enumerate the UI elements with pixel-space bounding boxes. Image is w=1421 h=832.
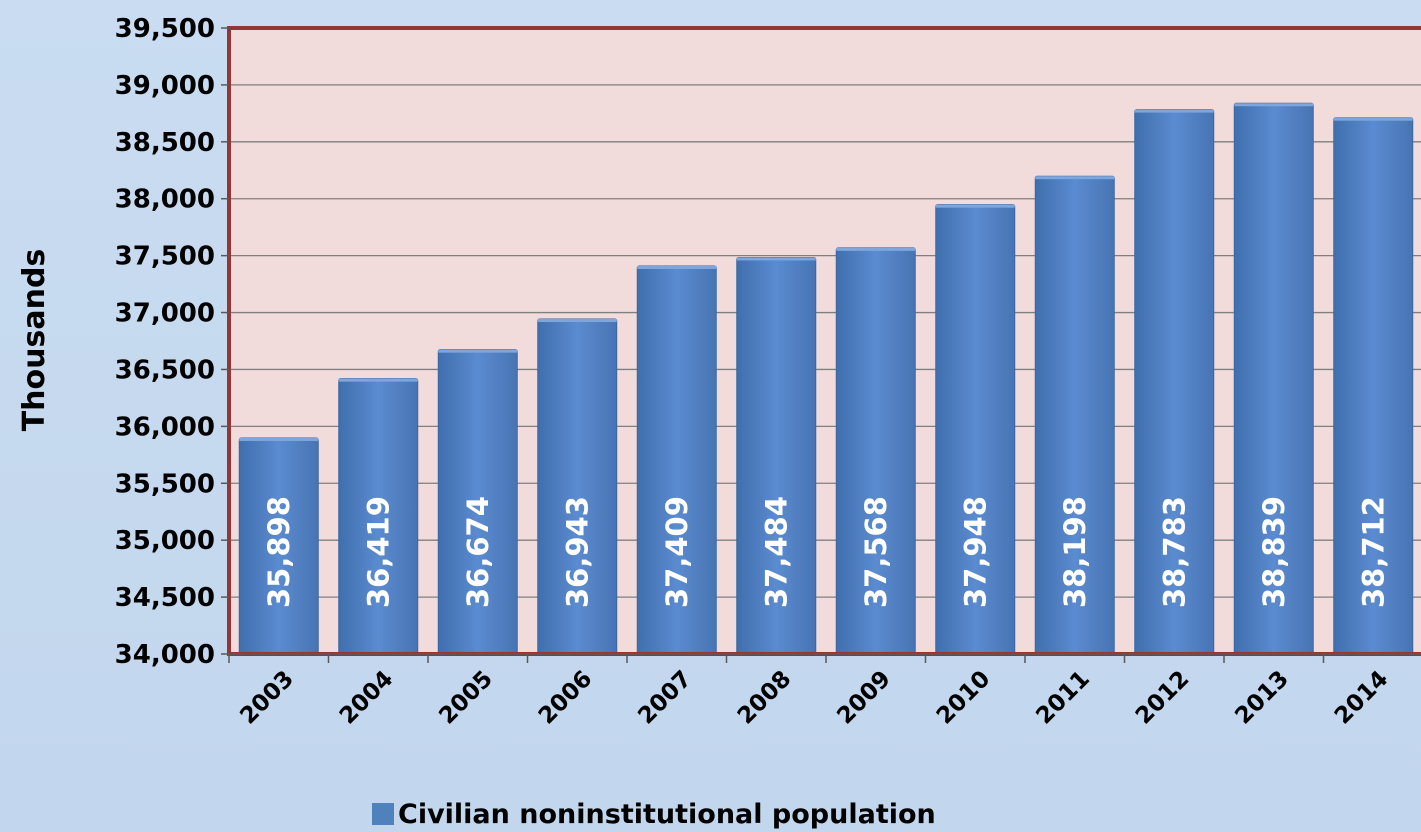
bars: 35,898 36,419 36,674 36,943 37,409 37,484 37,5… xyxy=(238,102,1414,655)
y-tick-label: 37,000 xyxy=(115,299,215,329)
x-tick-label: 2004 xyxy=(335,666,399,730)
bar-highlight xyxy=(1035,176,1115,180)
data-label: 38,198 xyxy=(1058,496,1092,608)
y-tick-label: 36,500 xyxy=(115,355,215,385)
y-tick-label: 39,000 xyxy=(115,71,215,101)
bar-highlight xyxy=(1234,103,1314,107)
bar-highlight xyxy=(836,247,916,251)
bar-highlight xyxy=(438,349,518,353)
x-tick-label: 2005 xyxy=(434,666,498,730)
data-label: 37,484 xyxy=(759,496,793,608)
y-axis-title: Thousands xyxy=(17,249,52,432)
bar-highlight xyxy=(1333,117,1413,121)
bar-highlight xyxy=(736,257,816,261)
plot-background xyxy=(229,28,1421,654)
data-label: 36,943 xyxy=(560,496,594,608)
x-tick-label: 2013 xyxy=(1230,666,1294,730)
bar-highlight xyxy=(537,319,617,323)
plot-area xyxy=(229,28,1421,654)
data-label: 38,712 xyxy=(1356,496,1390,608)
data-label: 38,783 xyxy=(1157,496,1191,608)
data-label: 37,568 xyxy=(859,496,893,608)
x-tick-label: 2011 xyxy=(1031,666,1095,730)
x-tick-label: 2008 xyxy=(733,666,797,730)
data-label: 36,419 xyxy=(361,496,395,608)
data-label: 37,948 xyxy=(958,496,992,608)
y-tick-label: 36,000 xyxy=(115,412,215,442)
y-axis-ticks: 34,000 34,500 35,000 35,500 36,000 36,500 37,0… xyxy=(115,14,229,670)
bar-highlight xyxy=(338,378,418,382)
x-tick-label: 2003 xyxy=(235,666,299,730)
y-tick-label: 34,500 xyxy=(115,583,215,613)
y-tick-label: 38,500 xyxy=(115,128,215,158)
x-tick-label: 2012 xyxy=(1131,666,1195,730)
bar-highlight xyxy=(239,437,319,441)
data-label: 38,839 xyxy=(1257,496,1291,608)
x-tick-label: 2009 xyxy=(832,666,896,730)
x-axis-ticks: 2003 2004 2005 2006 2007 2008 2009 2010 2011 2012… xyxy=(228,653,1421,730)
y-tick-label: 38,000 xyxy=(115,185,215,215)
x-tick-label: 2006 xyxy=(534,666,598,730)
y-tick-label: 34,000 xyxy=(115,640,215,670)
y-tick-label: 35,000 xyxy=(115,526,215,556)
legend: Civilian noninstitutional population xyxy=(372,796,936,832)
data-label: 35,898 xyxy=(262,496,296,608)
y-tick-label: 35,500 xyxy=(115,469,215,499)
x-tick-label: 2014 xyxy=(1330,666,1394,730)
legend-label: Civilian noninstitutional population xyxy=(398,798,936,830)
bar-highlight xyxy=(935,204,1015,208)
x-tick-label: 2007 xyxy=(633,666,697,730)
data-label: 36,674 xyxy=(461,496,495,608)
bar-highlight xyxy=(1134,109,1214,113)
data-label: 37,409 xyxy=(660,496,694,608)
bar-highlight xyxy=(637,265,717,269)
legend-swatch xyxy=(372,803,394,825)
x-tick-label: 2010 xyxy=(932,666,996,730)
y-tick-label: 37,500 xyxy=(115,242,215,272)
y-tick-label: 39,500 xyxy=(115,14,215,44)
